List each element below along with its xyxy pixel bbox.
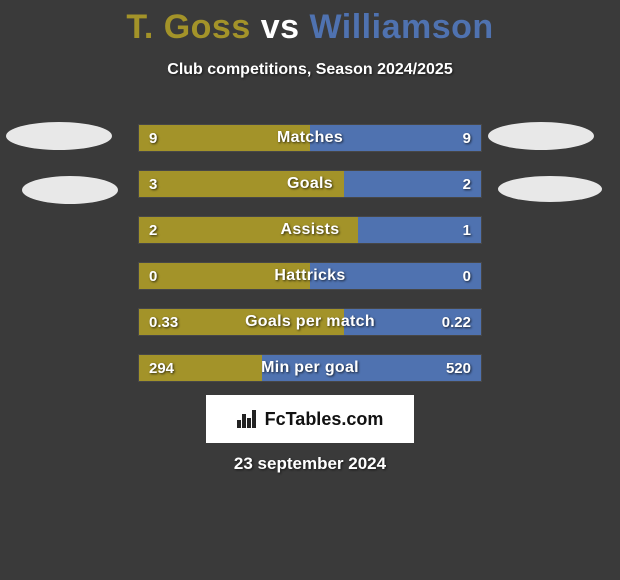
stat-label: Assists (139, 217, 481, 243)
stat-row: 0.330.22Goals per match (138, 308, 482, 336)
title-player2: Williamson (310, 8, 494, 46)
stat-label: Hattricks (139, 263, 481, 289)
date-label: 23 september 2024 (0, 454, 620, 474)
player-oval (488, 122, 594, 150)
stat-row: 32Goals (138, 170, 482, 198)
chart-icon (237, 410, 259, 428)
stat-label: Goals per match (139, 309, 481, 335)
badge-text: FcTables.com (265, 409, 384, 430)
player-oval (498, 176, 602, 202)
title-vs: vs (261, 8, 300, 46)
source-badge: FcTables.com (206, 395, 414, 443)
stat-row: 294520Min per goal (138, 354, 482, 382)
stat-label: Goals (139, 171, 481, 197)
stat-label: Min per goal (139, 355, 481, 381)
stats-table: 99Matches 32Goals 21Assists 00Hattricks 0.33… (138, 124, 482, 400)
stat-row: 99Matches (138, 124, 482, 152)
page-title: T. Goss vs Williamson (0, 0, 620, 47)
stat-row: 00Hattricks (138, 262, 482, 290)
title-player1: T. Goss (126, 8, 250, 46)
comparison-card: T. Goss vs Williamson Club competitions,… (0, 0, 620, 580)
player-oval (6, 122, 112, 150)
player-oval (22, 176, 118, 204)
stat-label: Matches (139, 125, 481, 151)
stat-row: 21Assists (138, 216, 482, 244)
subtitle: Club competitions, Season 2024/2025 (0, 61, 620, 79)
